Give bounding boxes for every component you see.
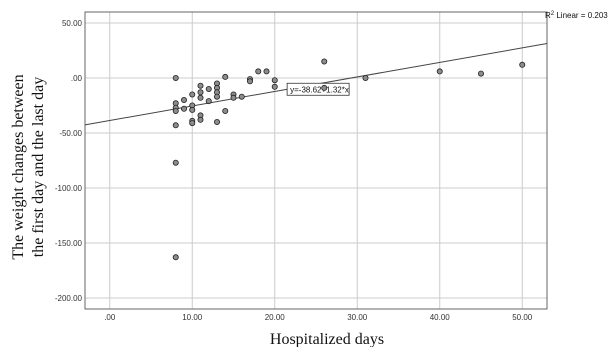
fit-equation-box (286, 82, 350, 96)
x-tick-label: 20.00 (265, 313, 286, 322)
x-tick-label: .00 (104, 313, 116, 322)
y-tick-labels: 50.00 .00 -50.00 -100.00 -150.00 -200.00 (55, 19, 83, 303)
data-point (519, 61, 526, 68)
x-tick-label: 40.00 (430, 313, 451, 322)
data-point (246, 78, 253, 85)
y-axis-title-line-2: the first day and the last day (30, 77, 47, 257)
x-tick-label: 50.00 (512, 313, 533, 322)
data-point (271, 77, 278, 84)
data-point (362, 75, 369, 82)
data-point (263, 68, 270, 75)
data-point (238, 93, 245, 100)
y-tick-label: -100.00 (55, 184, 83, 193)
x-tick-labels: .00 10.00 20.00 30.00 40.00 50.00 (104, 313, 533, 322)
y-axis-title-line-1: The weight changes between (10, 74, 27, 259)
grid-lines (85, 12, 547, 309)
data-point (197, 116, 204, 123)
data-point (172, 75, 179, 82)
data-point (230, 94, 237, 101)
data-point (172, 108, 179, 115)
x-tick-label: 10.00 (182, 313, 203, 322)
data-point (172, 122, 179, 129)
data-point (197, 82, 204, 89)
data-point (205, 98, 212, 105)
y-axis-title: The weight changes between the first day… (10, 74, 47, 259)
data-point (436, 68, 443, 75)
data-point (213, 93, 220, 100)
data-point (271, 83, 278, 90)
data-point (172, 159, 179, 166)
plot-frame (84, 11, 548, 310)
fit-equation-label: y=-38.62+1.32*x (290, 85, 349, 94)
data-point (189, 120, 196, 127)
data-point (197, 89, 204, 96)
data-point (222, 73, 229, 80)
data-point (172, 254, 179, 261)
data-point (189, 106, 196, 113)
data-point (205, 86, 212, 93)
y-tick-label: -200.00 (55, 294, 83, 303)
data-point (189, 91, 196, 98)
y-tick-label: 50.00 (62, 19, 83, 28)
r-squared-text: Linear = 0.203 (554, 11, 608, 20)
data-points (172, 58, 526, 261)
data-point (255, 68, 262, 75)
data-point (180, 105, 187, 112)
r-squared-superscript: 2 (551, 11, 555, 17)
r-squared-prefix: R (545, 11, 551, 20)
r-squared-label: R2 Linear = 0.203 (545, 11, 608, 20)
y-tick-label: -50.00 (59, 129, 82, 138)
data-point (180, 97, 187, 104)
data-point (321, 58, 328, 65)
fit-line-group: y=-38.62+1.32*x (84, 43, 548, 126)
data-point (321, 84, 328, 91)
x-tick-label: 30.00 (347, 313, 368, 322)
data-point (213, 119, 220, 126)
y-tick-label: -150.00 (55, 239, 83, 248)
data-point (222, 108, 229, 115)
x-axis-title: Hospitalized days (270, 331, 384, 347)
data-point (197, 94, 204, 101)
y-tick-label: .00 (71, 74, 83, 83)
data-point (477, 70, 484, 77)
